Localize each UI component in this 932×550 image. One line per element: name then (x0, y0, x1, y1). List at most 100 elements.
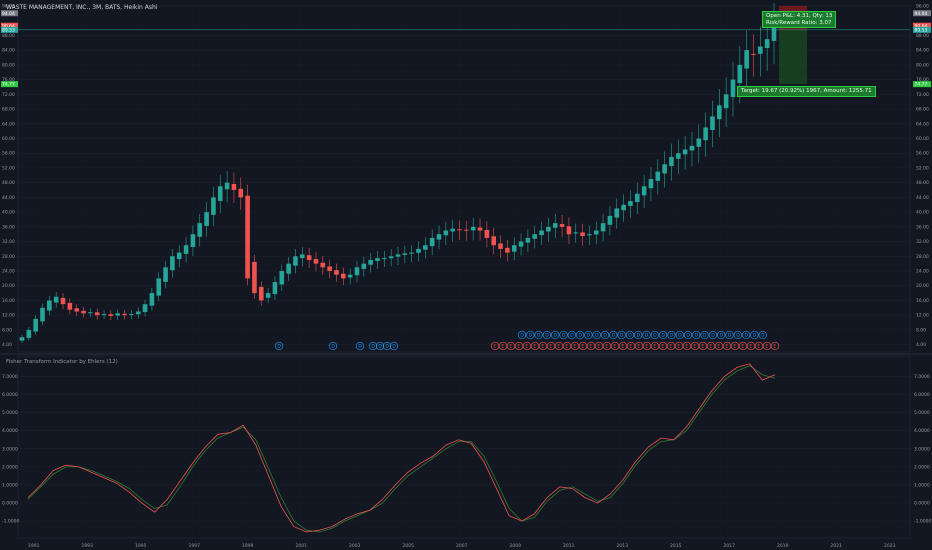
red-signal-marker: E (762, 341, 772, 351)
blue-signal-marker-letter: D (277, 344, 281, 350)
blue-signal-marker-letter: D (529, 333, 533, 339)
red-signal-marker: E (530, 341, 540, 351)
red-signal-marker-ring (746, 341, 756, 351)
red-signal-marker: E (546, 341, 556, 351)
candle-body (156, 278, 162, 296)
blue-signal-marker-ring (600, 330, 610, 340)
blue-signal-marker: D (758, 330, 767, 340)
candle-body (758, 46, 763, 54)
red-signal-marker-letter: E (749, 344, 752, 350)
blue-signal-marker-ring (741, 330, 751, 340)
red-signal-marker-letter: E (501, 344, 504, 350)
blue-signal-marker: D (575, 330, 585, 340)
red-signal-marker: E (690, 341, 700, 351)
red-signal-marker: E (706, 341, 716, 351)
blue-signal-marker-ring (375, 341, 385, 351)
blue-signal-marker-letter: D (545, 333, 549, 339)
time-tick-label: 1993 (82, 543, 94, 549)
candle-body (634, 193, 640, 203)
time-tick-label: 2003 (349, 543, 361, 549)
fisher-lines[interactable] (27, 363, 776, 533)
red-signal-marker-ring (570, 341, 580, 351)
signal-markers[interactable]: D D D D D D DD D D D D D D D D D D D D D D D D D D D D D D D D D D D D DE E E… (274, 330, 780, 351)
profit-zone (779, 29, 807, 85)
blue-signal-marker: D (389, 341, 399, 351)
red-signal-marker-ring (538, 341, 548, 351)
blue-signal-marker: D (750, 330, 759, 340)
blue-signal-marker-ring (551, 330, 560, 340)
time-tick-label: 2017 (724, 543, 736, 549)
price-tick-right: 4.00 (916, 342, 926, 348)
fisher-tick-right: 4.0000 (914, 428, 930, 434)
price-tick-left: 20.00 (2, 283, 15, 289)
candle-body (375, 258, 380, 261)
price-tag-bg (913, 26, 931, 33)
candle-body (272, 282, 278, 295)
price-tick-right: 56.00 (916, 151, 929, 157)
blue-signal-marker-ring (634, 330, 643, 340)
blue-signal-marker-ring (658, 330, 668, 340)
candle-body (484, 229, 490, 238)
red-signal-marker-letter: E (533, 344, 536, 350)
price-tick-right: 52.00 (916, 165, 929, 171)
price-tick-right: 8.00 (916, 327, 926, 333)
red-signal-marker-letter: E (509, 344, 512, 350)
red-signal-marker-letter: E (757, 344, 760, 350)
blue-signal-marker-ring (526, 330, 535, 340)
position-pnl-label[interactable]: Open P&L: 4.31, Qty: 13 Risk/Reward Rati… (762, 11, 837, 28)
candle-body (19, 337, 25, 341)
blue-signal-marker-letter: D (645, 333, 649, 339)
red-signal-marker: E (594, 341, 604, 351)
candle-body (101, 314, 107, 316)
blue-signal-marker-letter: D (385, 344, 389, 350)
price-tag: 90.64 (913, 22, 931, 29)
price-tick-left: 48.00 (2, 180, 15, 186)
red-signal-marker: E (490, 341, 500, 351)
price-tick-left: 4.00 (2, 342, 12, 348)
candle-body (689, 145, 695, 151)
candle-body (67, 302, 73, 310)
price-tick-left: 80.00 (2, 62, 15, 68)
blue-signal-marker: D (551, 330, 560, 340)
candle-body (334, 270, 339, 275)
red-signal-marker: E (746, 341, 756, 351)
red-signal-marker: E (522, 341, 532, 351)
candle-body (511, 245, 517, 252)
fisher-tick-left: 0.0000 (2, 501, 18, 507)
red-signal-marker-ring (586, 341, 596, 351)
candle-body (388, 256, 394, 259)
red-signal-marker: E (626, 341, 636, 351)
price-tick-left: 72.00 (2, 92, 15, 98)
candle-body (149, 293, 155, 306)
price-tick-left: 60.00 (2, 136, 15, 142)
candle-body (204, 212, 209, 226)
blue-signal-marker-letter: D (579, 333, 583, 339)
candle-body (614, 208, 620, 218)
blue-signal-marker-ring (575, 330, 585, 340)
fisher-tick-right: 2.0000 (914, 464, 930, 470)
price-tick-left: 64.00 (2, 121, 15, 127)
candle-body (183, 245, 189, 254)
blue-signal-marker-ring (683, 330, 693, 340)
price-tag-left-bg (1, 22, 18, 29)
blue-signal-marker: D (328, 341, 338, 351)
blue-signal-marker-letter: D (595, 333, 599, 339)
candle-body (580, 232, 585, 237)
candles[interactable] (19, 3, 777, 344)
blue-signal-marker-letter: D (620, 333, 624, 339)
red-signal-marker: E (730, 341, 740, 351)
target-text: Target: 19.67 (20.92%) 1967, Amount: 125… (741, 88, 872, 94)
price-tick-left: 96.00 (2, 4, 15, 10)
red-signal-marker-letter: E (693, 344, 696, 350)
candle-body (135, 311, 141, 315)
price-tag-label: 94.04 (915, 11, 928, 17)
candle-body (176, 252, 182, 260)
red-signal-marker: E (610, 341, 620, 351)
blue-signal-marker-ring (667, 330, 676, 340)
price-tick-right: 88.00 (916, 33, 929, 39)
red-signal-marker-ring (754, 341, 764, 351)
red-signal-marker: E (650, 341, 660, 351)
candle-body (258, 286, 264, 301)
position-target-label[interactable]: Target: 19.67 (20.92%) 1967, Amount: 125… (737, 86, 876, 97)
